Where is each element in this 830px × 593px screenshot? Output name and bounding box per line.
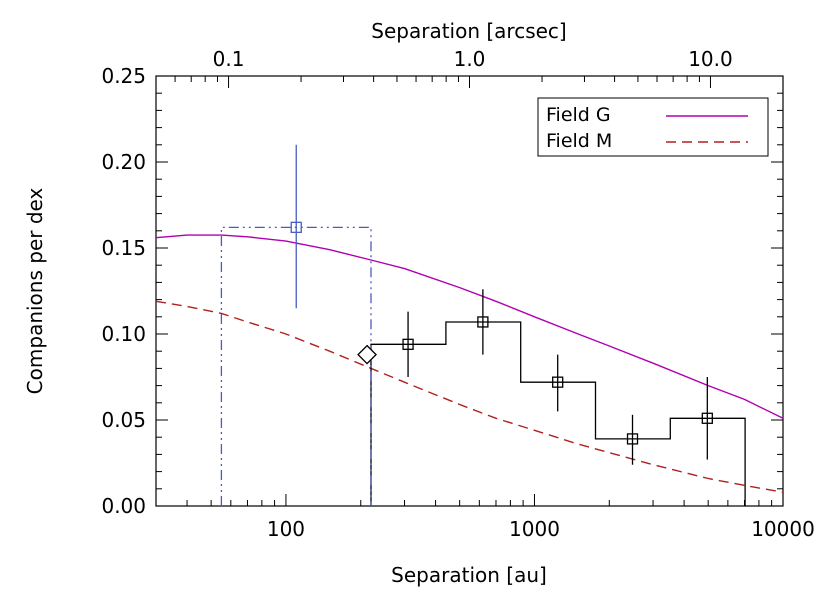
y-tick-label: 0.00 <box>101 494 146 518</box>
marker-diamond-6 <box>357 344 377 365</box>
y-axis-title: Companions per dex <box>23 188 47 395</box>
top-tick-label: 1.0 <box>454 47 486 71</box>
y-axis-ticks: 0.00 0.05 0.10 0.15 0.20 0.25 <box>101 64 783 518</box>
top-axis-title: Separation [arcsec] <box>371 19 566 43</box>
data-points <box>290 144 713 465</box>
data-point-1 <box>402 338 414 350</box>
top-tick-label: 0.1 <box>213 47 245 71</box>
y-tick-label: 0.05 <box>101 408 146 432</box>
histograms <box>220 226 746 506</box>
curve-field-g <box>155 234 784 419</box>
y-tick-label: 0.15 <box>101 236 146 260</box>
data-point-3 <box>552 376 564 388</box>
y-tick-label: 0.10 <box>101 322 146 346</box>
curves <box>155 234 784 493</box>
data-point-2 <box>477 316 489 328</box>
x-tick-label: 100 <box>267 517 305 541</box>
y-tick-label: 0.20 <box>101 150 146 174</box>
data-point-4 <box>626 433 639 445</box>
legend-label-field-g: Field G <box>546 104 611 126</box>
x-tick-label: 10000 <box>751 517 815 541</box>
curve-field-m <box>155 300 784 493</box>
x-tick-label: 1000 <box>509 517 560 541</box>
top-tick-label: 10.0 <box>688 47 733 71</box>
top-axis-ticks: 0.1 1.0 10.0 <box>155 47 784 88</box>
x-axis-ticks: 100 1000 10000 <box>155 494 815 541</box>
y-tick-label: 0.25 <box>101 64 146 88</box>
legend-label-field-m: Field M <box>546 130 612 152</box>
x-axis-title: Separation [au] <box>391 563 547 587</box>
data-point-5 <box>701 412 713 424</box>
legend-box <box>537 97 769 157</box>
legend: Field G Field M <box>537 97 769 157</box>
data-point-0 <box>290 221 302 234</box>
histogram-0 <box>370 321 746 506</box>
